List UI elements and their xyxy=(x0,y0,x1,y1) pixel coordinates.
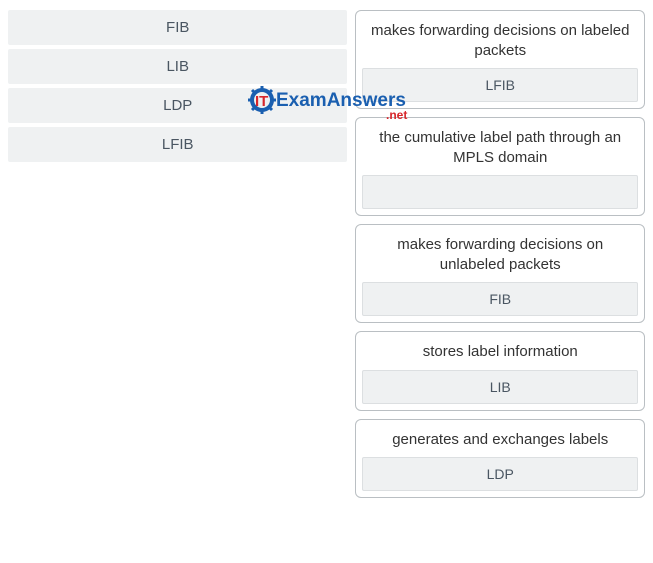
target-card: makes forwarding decisions on unlabeled … xyxy=(355,224,645,323)
target-description: stores label information xyxy=(362,338,638,370)
source-item[interactable]: LIB xyxy=(8,49,347,84)
target-card: stores label information LIB xyxy=(355,331,645,411)
source-item[interactable]: LDP xyxy=(8,88,347,123)
drop-slot[interactable]: LIB xyxy=(362,370,638,404)
target-description: makes forwarding decisions on labeled pa… xyxy=(362,17,638,68)
target-card: the cumulative label path through an MPL… xyxy=(355,117,645,216)
target-card: makes forwarding decisions on labeled pa… xyxy=(355,10,645,109)
drop-slot[interactable] xyxy=(362,175,638,209)
target-description: the cumulative label path through an MPL… xyxy=(362,124,638,175)
target-card: generates and exchanges labels LDP xyxy=(355,419,645,499)
source-item[interactable]: LFIB xyxy=(8,127,347,162)
drop-slot[interactable]: LFIB xyxy=(362,68,638,102)
source-column: FIB LIB LDP LFIB xyxy=(8,10,347,498)
source-item[interactable]: FIB xyxy=(8,10,347,45)
target-description: generates and exchanges labels xyxy=(362,426,638,458)
target-column: makes forwarding decisions on labeled pa… xyxy=(355,10,645,498)
matching-container: FIB LIB LDP LFIB makes forwarding decisi… xyxy=(0,0,653,508)
target-description: makes forwarding decisions on unlabeled … xyxy=(362,231,638,282)
drop-slot[interactable]: FIB xyxy=(362,282,638,316)
drop-slot[interactable]: LDP xyxy=(362,457,638,491)
